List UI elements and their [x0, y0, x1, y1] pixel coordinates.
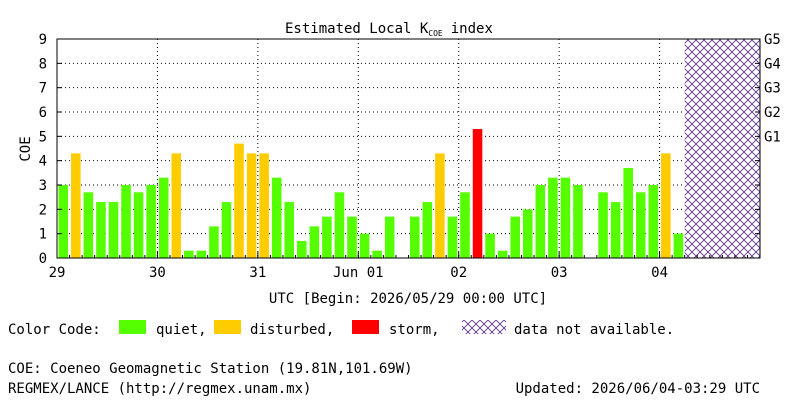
bar-41 — [573, 185, 583, 258]
bar-1 — [71, 153, 81, 258]
station-info: COE: Coeneo Geomagnetic Station (19.81N,… — [8, 361, 413, 377]
y-tick-label: 0 — [39, 251, 47, 267]
g-scale-label: G2 — [764, 105, 781, 121]
bar-7 — [146, 185, 156, 258]
bar-40 — [560, 177, 571, 258]
legend-label-disturbed: disturbed, — [250, 322, 334, 338]
bar-11 — [196, 250, 207, 258]
legend-label-quiet: quiet, — [156, 322, 207, 338]
y-tick-label: 8 — [39, 56, 47, 72]
plot-frame — [56, 38, 761, 259]
bar-46 — [635, 192, 646, 258]
bar-44 — [610, 202, 621, 258]
bar-24 — [359, 233, 370, 258]
bar-31 — [447, 216, 458, 258]
y-tick-label: 5 — [39, 129, 47, 145]
bar-35 — [497, 250, 508, 258]
bar-45 — [623, 167, 633, 258]
source-info: REGMEX/LANCE (http://regmex.unam.mx) — [8, 381, 311, 397]
legend-label-storm: storm, — [389, 322, 440, 338]
g-scale-label: G1 — [764, 129, 781, 145]
bar-28 — [410, 216, 420, 258]
bar-10 — [184, 250, 194, 258]
g-scale-label: G4 — [764, 56, 781, 72]
legend-title: Color Code: — [8, 322, 101, 338]
y-tick-label: 2 — [39, 202, 47, 218]
bar-32 — [460, 192, 470, 258]
no-data-region — [684, 39, 760, 258]
y-axis-label: COE — [18, 136, 34, 161]
x-tick-labels: 29 30 31 Jun 01 02 03 04 — [49, 265, 668, 281]
bar-22 — [334, 192, 345, 258]
chart-title: Estimated Local KCOE index — [285, 21, 493, 38]
bar-17 — [271, 177, 282, 258]
bar-8 — [158, 177, 169, 258]
y-tick-label: 3 — [39, 178, 47, 194]
x-tick-label: 29 — [49, 265, 66, 281]
bar-37 — [522, 209, 533, 258]
bar-43 — [598, 192, 608, 258]
x-tick-label: 02 — [450, 265, 467, 281]
x-tick-label: Jun 01 — [333, 265, 384, 281]
x-axis-label: UTC [Begin: 2026/05/29 00:00 UTC] — [269, 291, 547, 307]
legend-swatch-quiet — [119, 320, 146, 334]
x-tick-label: 31 — [249, 265, 266, 281]
legend-swatch-no-data — [462, 320, 506, 334]
bar-49 — [673, 233, 684, 258]
updated-timestamp: Updated: 2026/06/04-03:29 UTC — [516, 381, 760, 397]
bar-12 — [209, 226, 219, 258]
legend-swatch-storm — [352, 320, 379, 334]
bar-25 — [372, 250, 382, 258]
bar-29 — [422, 202, 433, 258]
bar-13 — [221, 202, 232, 258]
legend: Color Code: quiet, disturbed, storm, dat… — [8, 320, 674, 338]
y-tick-labels: 0 1 2 3 4 5 6 7 8 9 — [39, 32, 47, 267]
bar-23 — [347, 216, 357, 258]
bar-19 — [297, 240, 307, 258]
g-scale-label: G3 — [764, 81, 781, 97]
g-scale-label: G5 — [764, 32, 781, 48]
bar-4 — [108, 202, 119, 258]
g-scale-labels: G1 G2 G3 G4 G5 — [764, 32, 781, 145]
bar-0 — [58, 185, 69, 258]
title-suffix: index — [451, 21, 493, 37]
bar-9 — [171, 153, 182, 258]
bar-34 — [485, 233, 495, 258]
bar-5 — [121, 185, 131, 258]
bar-47 — [648, 185, 659, 258]
bar-39 — [548, 177, 558, 258]
no-data-hatch — [684, 39, 760, 258]
title-subscript: COE — [428, 29, 443, 38]
bar-38 — [535, 185, 546, 258]
legend-swatch-disturbed — [214, 320, 241, 334]
y-tick-label: 1 — [39, 227, 47, 243]
bar-18 — [284, 202, 295, 258]
legend-label-no-data: data not available. — [514, 322, 674, 338]
bars — [58, 129, 684, 258]
bar-48 — [661, 153, 671, 258]
bar-20 — [309, 226, 320, 258]
bar-21 — [322, 216, 332, 258]
y-tick-label: 7 — [39, 81, 47, 97]
x-tick-label: 04 — [651, 265, 668, 281]
x-tick-label: 30 — [149, 265, 166, 281]
y-tick-label: 6 — [39, 105, 47, 121]
y-tick-label: 9 — [39, 32, 47, 48]
y-tick-label: 4 — [39, 154, 47, 170]
title-main: Estimated Local K — [285, 21, 429, 37]
bar-6 — [133, 192, 144, 258]
bar-36 — [510, 216, 520, 258]
bar-33 — [472, 129, 483, 258]
bar-14 — [234, 143, 244, 258]
bar-26 — [384, 216, 395, 258]
grid — [57, 39, 760, 258]
bar-15 — [246, 153, 257, 258]
bar-16 — [259, 153, 269, 258]
x-tick-label: 03 — [551, 265, 568, 281]
bar-30 — [435, 153, 445, 258]
bar-2 — [83, 192, 94, 258]
bar-3 — [96, 202, 106, 258]
